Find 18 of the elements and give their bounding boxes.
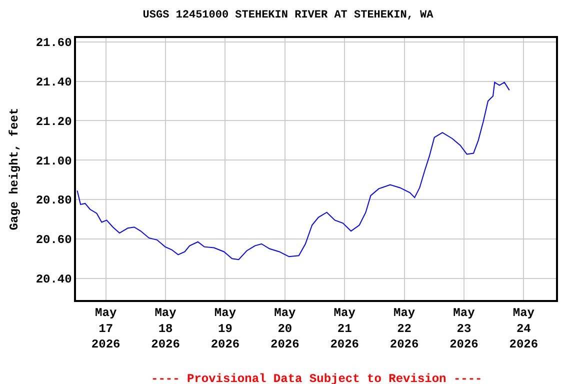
x-tick-label: May 18 2026: [151, 306, 180, 352]
chart-title: USGS 12451000 STEHEKIN RIVER AT STEHEKIN, WA: [142, 9, 434, 22]
x-tick-label: May 20 2026: [270, 306, 300, 352]
x-tick-label: May 17 2026: [91, 306, 120, 352]
x-tick-label: May 24 2026: [509, 306, 538, 352]
x-tick-label: May 22 2026: [390, 306, 419, 352]
y-tick-label: 21.00: [36, 154, 72, 168]
y-axis-title: Gage height, feet: [8, 108, 22, 230]
x-tick-label: May 19 2026: [210, 306, 240, 352]
x-tick-label: May 23 2026: [450, 306, 478, 352]
line-series: [76, 82, 510, 260]
y-tick-label: 20.60: [36, 233, 72, 248]
y-tick-label: 21.20: [36, 114, 72, 129]
y-tick-label: 21.40: [36, 76, 72, 90]
y-tick-label: 21.60: [36, 36, 72, 50]
y-tick-label: 20.80: [36, 194, 72, 208]
x-tick-label: May 21 2026: [330, 306, 360, 352]
y-tick-label: 20.40: [36, 272, 72, 287]
